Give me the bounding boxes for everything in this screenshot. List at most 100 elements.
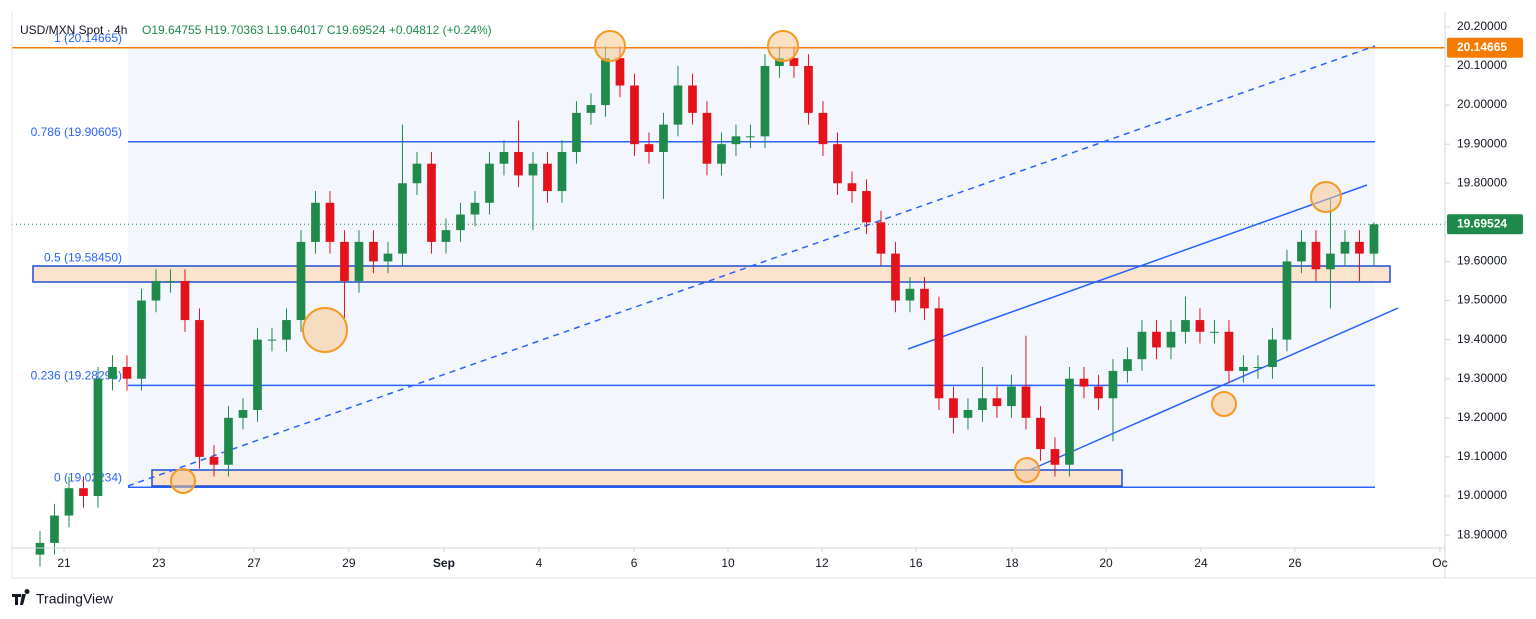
fib-label: 0 (19.02234) [54, 470, 122, 484]
candle-body [978, 398, 987, 410]
y-tick-label: 19.40000 [1457, 332, 1507, 346]
channel-line [907, 184, 1368, 350]
candle-body [441, 230, 451, 242]
candle-body [949, 398, 958, 418]
candle-body [557, 151, 567, 192]
candle-body [847, 183, 857, 192]
candle-body [369, 241, 378, 262]
candle-body [775, 58, 784, 66]
candle-body [485, 163, 494, 203]
candle-body [731, 136, 741, 145]
candle-body [1210, 331, 1219, 333]
candles [35, 46, 1379, 567]
highlight [170, 468, 196, 494]
candle-body [586, 105, 596, 113]
candle-body [93, 378, 103, 497]
trend-line [127, 45, 1376, 487]
candle-body [1152, 331, 1161, 348]
candle-body [64, 488, 74, 516]
x-tick-label: 26 [1288, 556, 1302, 570]
candle-body [514, 151, 523, 176]
candle-body [1239, 366, 1248, 371]
price-label-box [1447, 214, 1523, 235]
chart-title: USD/MXN Spot · 4h [20, 23, 127, 37]
y-tick-label: 19.10000 [1457, 449, 1507, 463]
candle-body [1253, 366, 1263, 368]
candle-body [108, 366, 117, 379]
candle-body [572, 112, 581, 152]
candle-body [427, 163, 436, 242]
candle-body [833, 144, 842, 184]
candle-body [311, 202, 320, 242]
y-tick-label: 18.90000 [1457, 527, 1507, 541]
candle-body [238, 409, 248, 418]
candle-body [499, 151, 509, 164]
candle-body [760, 65, 770, 137]
candle-body [673, 85, 683, 125]
x-tick-label: 27 [247, 556, 261, 570]
candle-body [934, 308, 944, 399]
x-tick-label: 4 [536, 556, 543, 570]
y-tick-label: 19.50000 [1457, 293, 1507, 307]
candle-body [1268, 339, 1277, 367]
candle-body [818, 112, 828, 145]
candle-body [1181, 320, 1190, 332]
candle-body [992, 398, 1002, 407]
support-zone [151, 469, 1123, 487]
candle-body [137, 300, 146, 379]
candle-body [804, 65, 813, 113]
candle-body [1065, 378, 1074, 465]
candle-body [340, 241, 349, 281]
candle-body [224, 417, 233, 465]
candle-body [1036, 417, 1045, 450]
candle-body [412, 163, 422, 184]
candle-body [166, 280, 175, 282]
axes: 18.90000 19.00000 19.10000 19.20000 19.30000… [57, 19, 1523, 570]
y-tick-label: 20.00000 [1457, 97, 1507, 111]
candle-body [862, 191, 871, 223]
candle-body [543, 163, 552, 192]
candle-body [688, 85, 697, 113]
brand-logo [12, 589, 30, 605]
candle-body [253, 339, 262, 410]
highlight [1310, 181, 1342, 213]
candle-body [905, 288, 915, 301]
support-zone [32, 265, 1391, 283]
candle-body [122, 366, 132, 379]
candle-body [644, 144, 654, 152]
candle-body [891, 253, 900, 301]
candle-body [470, 202, 480, 215]
candle-body [1195, 320, 1205, 332]
candle-body [963, 409, 973, 418]
candle-body [601, 58, 610, 106]
candle-body [1297, 241, 1306, 262]
candle-body [1021, 386, 1031, 418]
candle-body [717, 144, 726, 164]
fib-label: 0.5 (19.58450) [44, 251, 122, 265]
candle-body [920, 288, 929, 309]
candle-body [50, 515, 59, 543]
candle-body [528, 163, 538, 176]
price-label: 19.69524 [1457, 216, 1507, 230]
candle-body [398, 183, 407, 254]
highlight [1211, 391, 1237, 417]
y-tick-label: 19.80000 [1457, 175, 1507, 189]
candle-body [1079, 378, 1089, 387]
x-tick-label: 10 [721, 556, 735, 570]
y-tick-label: 19.00000 [1457, 488, 1507, 502]
candle-body [1340, 241, 1350, 254]
candle-body [1224, 331, 1234, 371]
y-tick-label: 20.20000 [1457, 19, 1507, 33]
highlight [1014, 457, 1040, 483]
y-tick-label: 19.30000 [1457, 371, 1507, 385]
candle-body [615, 58, 625, 86]
y-tick-label: 19.20000 [1457, 410, 1507, 424]
ohlc-readout: O19.64755 H19.70363 L19.64017 C19.69524 … [142, 23, 492, 37]
candle-body [1050, 449, 1060, 465]
fib-label: 1 (20.14665) [54, 31, 122, 45]
candle-body [1355, 241, 1364, 254]
x-tick-label: 23 [152, 556, 166, 570]
candle-body [325, 202, 335, 242]
candle-body [383, 253, 393, 262]
candle-body [659, 124, 668, 152]
